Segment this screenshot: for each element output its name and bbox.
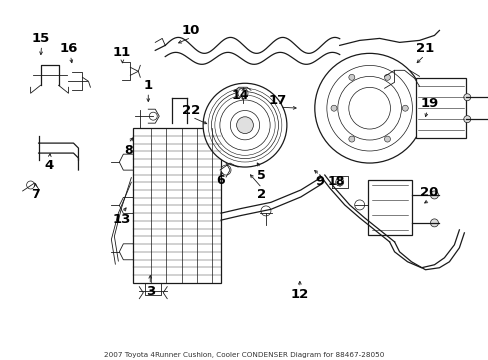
Circle shape xyxy=(348,136,354,142)
Circle shape xyxy=(236,117,253,134)
Circle shape xyxy=(149,112,157,120)
Circle shape xyxy=(402,105,407,111)
Circle shape xyxy=(354,200,364,210)
Bar xyxy=(415,78,465,138)
Circle shape xyxy=(348,87,390,129)
Text: 5: 5 xyxy=(256,168,265,181)
Circle shape xyxy=(348,75,354,80)
Text: 21: 21 xyxy=(415,42,434,55)
Text: 16: 16 xyxy=(59,42,78,55)
Text: 6: 6 xyxy=(215,174,224,186)
Circle shape xyxy=(463,94,470,101)
Circle shape xyxy=(326,66,411,151)
Text: 11: 11 xyxy=(112,46,130,59)
Circle shape xyxy=(261,206,270,216)
Circle shape xyxy=(429,191,438,199)
Circle shape xyxy=(238,88,247,98)
Circle shape xyxy=(384,75,389,80)
Text: 15: 15 xyxy=(31,32,50,45)
Text: 17: 17 xyxy=(268,94,286,107)
Text: 12: 12 xyxy=(290,288,308,301)
Circle shape xyxy=(335,178,343,186)
Circle shape xyxy=(314,53,424,163)
Bar xyxy=(367,180,411,235)
Circle shape xyxy=(220,100,269,150)
Circle shape xyxy=(203,83,286,167)
Text: 2007 Toyota 4Runner Cushion, Cooler CONDENSER Diagram for 88467-28050: 2007 Toyota 4Runner Cushion, Cooler COND… xyxy=(104,352,384,358)
Text: 20: 20 xyxy=(419,186,438,199)
Text: 7: 7 xyxy=(31,188,40,202)
Text: 14: 14 xyxy=(231,89,248,102)
Text: 3: 3 xyxy=(145,285,155,298)
Text: 18: 18 xyxy=(327,175,345,189)
Circle shape xyxy=(330,105,336,111)
Circle shape xyxy=(337,76,401,140)
Circle shape xyxy=(384,136,389,142)
Circle shape xyxy=(230,111,259,140)
Text: 4: 4 xyxy=(45,158,54,172)
Text: 2: 2 xyxy=(257,188,266,202)
Text: 1: 1 xyxy=(143,79,153,92)
Circle shape xyxy=(429,219,438,227)
Circle shape xyxy=(221,165,230,175)
Circle shape xyxy=(211,92,278,159)
Text: 10: 10 xyxy=(182,24,200,37)
Circle shape xyxy=(26,181,35,189)
Text: 22: 22 xyxy=(182,104,200,117)
Text: 9: 9 xyxy=(315,175,324,189)
Text: 8: 8 xyxy=(124,144,132,157)
Text: 13: 13 xyxy=(112,213,130,226)
Text: 19: 19 xyxy=(420,97,438,110)
Bar xyxy=(133,128,221,283)
Circle shape xyxy=(463,116,470,123)
